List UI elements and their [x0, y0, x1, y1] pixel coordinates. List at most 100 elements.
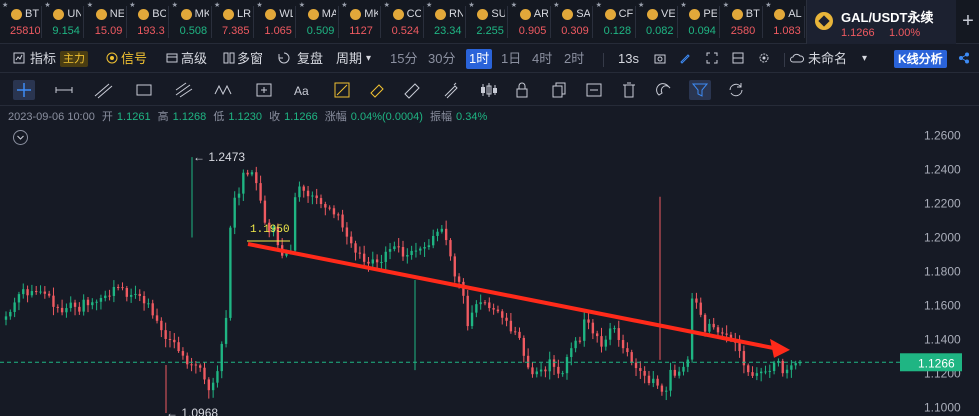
ticker-price: 2580 [730, 25, 756, 37]
ticker-item[interactable]: ★ PEP 0.094 [678, 0, 721, 44]
sync-icon[interactable] [725, 80, 747, 100]
star-icon[interactable]: ★ [638, 2, 645, 9]
eraser-icon[interactable] [366, 80, 388, 100]
layout-icon[interactable] [732, 52, 744, 64]
crosshair-icon[interactable] [13, 80, 35, 100]
candle-icon[interactable] [478, 80, 500, 100]
chevron-down-icon[interactable]: ▾ [862, 53, 868, 64]
trend-line-icon[interactable] [92, 80, 114, 100]
wave-icon[interactable] [213, 80, 235, 100]
candle-body [656, 378, 659, 386]
ticker-item[interactable]: ★ CFX 0.128 [594, 0, 636, 44]
interval-2h[interactable]: 2时 [564, 51, 585, 66]
ticker-item[interactable]: ★ NEO 15.09 [85, 0, 127, 44]
ticker-item[interactable]: ★ RNR 23.34 [424, 0, 466, 44]
star-icon[interactable]: ★ [680, 2, 687, 9]
active-ticker-tab[interactable]: GAL/USDT永续 1.1266 1.00% [806, 0, 956, 44]
ticker-item[interactable]: ★ BTC 2580 [721, 0, 763, 44]
pitchfork-icon[interactable] [173, 80, 195, 100]
ticker-item[interactable]: ★ ARB 0.905 [509, 0, 551, 44]
interval-4h[interactable]: 4时 [532, 51, 553, 66]
star-icon[interactable]: ★ [341, 2, 348, 9]
pen-icon[interactable] [679, 52, 691, 64]
star-icon[interactable]: ★ [510, 2, 518, 9]
refresh-timer[interactable]: 13s [618, 51, 639, 66]
star-icon[interactable]: ★ [129, 2, 136, 9]
multi-window-button[interactable]: 多窗 [237, 51, 264, 66]
advanced-button[interactable]: 高级 [181, 51, 208, 66]
star-icon[interactable]: ★ [553, 2, 560, 9]
star-icon[interactable]: ★ [44, 2, 51, 9]
ticker-item[interactable]: ★ LRC 7.385 [212, 0, 254, 44]
horizontal-line-icon[interactable] [53, 80, 75, 100]
collapse-icon[interactable] [13, 130, 28, 145]
candle-body [790, 365, 793, 370]
interval-30m[interactable]: 30分 [428, 51, 456, 66]
kline-analysis-button[interactable]: K线分析 [894, 50, 947, 68]
brush-icon[interactable] [331, 80, 353, 100]
measure-icon[interactable] [253, 80, 275, 100]
coin-icon [604, 9, 616, 20]
text-icon[interactable]: Aa [292, 80, 314, 100]
star-icon[interactable]: ★ [595, 2, 602, 9]
magnet-icon[interactable] [653, 80, 675, 100]
rectangle-icon[interactable] [133, 80, 155, 100]
highlighter-icon[interactable] [440, 80, 462, 100]
copy-icon[interactable] [548, 80, 570, 100]
star-icon[interactable]: ★ [298, 2, 306, 9]
star-icon[interactable]: ★ [256, 2, 263, 9]
candle-body [419, 248, 422, 251]
cloud-icon[interactable] [790, 52, 804, 64]
star-icon[interactable]: ★ [468, 2, 475, 9]
interval-1d[interactable]: 1日 [501, 51, 522, 66]
ticker-item[interactable]: ★ WLD 1.065 [254, 0, 297, 44]
star-icon[interactable]: ★ [214, 2, 221, 9]
ticker-item[interactable]: ★ COM 0.524 [382, 0, 424, 44]
star-icon[interactable]: ★ [765, 2, 772, 9]
ticker-item[interactable]: ★ BTC 25810 [0, 0, 42, 44]
gear-icon[interactable] [758, 52, 770, 64]
ticker-item[interactable]: ★ UNI 9.154 [42, 0, 85, 44]
candle-body [682, 366, 685, 372]
change-label: 涨幅 [324, 111, 347, 123]
visibility-icon[interactable] [583, 80, 605, 100]
ticker-item[interactable]: ★ BCH 193.3 [127, 0, 170, 44]
lock-icon[interactable] [511, 80, 533, 100]
star-icon[interactable]: ★ [86, 2, 94, 9]
period-button[interactable]: 周期 [336, 51, 363, 66]
candle-body [665, 390, 668, 392]
candle-body [604, 339, 608, 347]
add-tab-icon[interactable]: + [962, 10, 974, 32]
trash-icon[interactable] [618, 80, 640, 100]
candle-body [47, 293, 51, 296]
camera-icon[interactable] [654, 52, 666, 64]
candle-body [764, 371, 767, 373]
indicator-button[interactable]: 指标 [30, 51, 57, 66]
star-icon[interactable]: ★ [2, 2, 9, 9]
star-icon[interactable]: ★ [171, 2, 178, 9]
ticker-item[interactable]: ★ MAT 0.509 [297, 0, 339, 44]
fullscreen-icon[interactable] [706, 52, 718, 64]
ticker-item[interactable]: ★ MKR 0.508 [170, 0, 212, 44]
interval-1h[interactable]: 1时 [466, 49, 493, 69]
star-icon[interactable]: ★ [426, 2, 433, 9]
signal-icon [106, 52, 118, 64]
chevron-down-icon[interactable]: ▾ [366, 53, 372, 64]
main-badge[interactable]: 主力 [60, 51, 88, 67]
filter-icon[interactable] [689, 80, 711, 100]
ticker-item[interactable]: ★ SUI 2.255 [466, 0, 509, 44]
layout-name[interactable]: 未命名 [808, 51, 848, 66]
candle-body [427, 245, 431, 248]
replay-button[interactable]: 复盘 [297, 51, 324, 66]
ticker-item[interactable]: ★ ALG 1.083 [763, 0, 806, 44]
interval-15m[interactable]: 15分 [390, 51, 418, 66]
ruler-icon[interactable] [401, 80, 423, 100]
star-icon[interactable]: ★ [722, 2, 730, 9]
ticker-item[interactable]: ★ MKR 1127 [339, 0, 382, 44]
ticker-item[interactable]: ★ VET 0.082 [636, 0, 678, 44]
ticker-item[interactable]: ★ SAN 0.309 [551, 0, 594, 44]
star-icon[interactable]: ★ [383, 2, 390, 9]
share-icon[interactable] [958, 52, 970, 64]
signal-button[interactable]: 信号 [121, 51, 148, 66]
candlestick-chart[interactable]: 1.2600 1.2400 1.2200 1.2000 1.1800 1.1600 1.14… [0, 127, 979, 416]
